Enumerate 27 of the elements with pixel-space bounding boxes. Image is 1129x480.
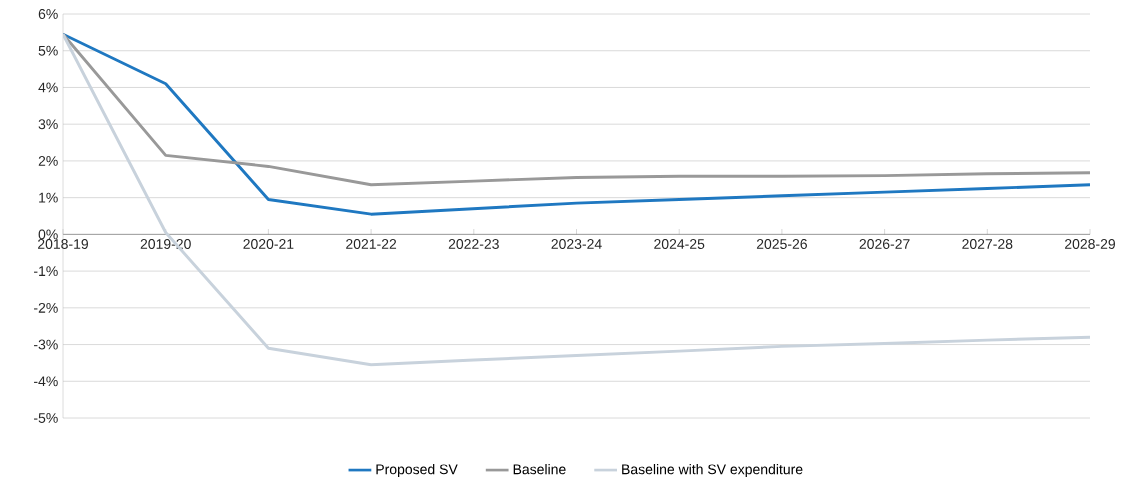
legend-label: Proposed SV [376,464,458,478]
legend-label: Baseline [513,464,566,475]
x-tick-label: 2018-19 [38,239,89,249]
x-tick-label: 2024-25 [654,239,705,249]
x-tick-label: 2028-29 [1065,239,1116,249]
y-tick-label: 3% [38,119,58,130]
x-tick-label: 2023-24 [551,239,602,249]
y-tick-label: -3% [34,339,58,350]
y-tick-label: 6% [38,9,58,19]
x-tick-label: 2022-23 [448,239,499,249]
y-tick-label: -4% [34,376,58,387]
y-tick-label: 0% [38,229,58,240]
y-tick-label: 1% [39,192,58,203]
legend-label: Baseline with SV expenditure [622,464,803,478]
y-tick-label: -5% [34,413,58,423]
y-tick-label: -2% [34,302,58,313]
x-tick-label: 2019-20 [140,239,191,249]
y-tick-label: 2% [38,155,58,166]
x-tick-label: 2020-21 [243,239,294,249]
line-series [63,32,1091,187]
x-tick-label: 2027-28 [962,239,1013,249]
x-tick-label: 2021-22 [346,239,397,249]
x-tick-label: 2026-27 [859,239,910,249]
y-tick-label: 4% [38,82,58,93]
x-tick-label: 2025-26 [756,239,807,249]
y-tick-label: 5% [38,45,58,56]
y-tick-label: -1% [34,266,58,276]
